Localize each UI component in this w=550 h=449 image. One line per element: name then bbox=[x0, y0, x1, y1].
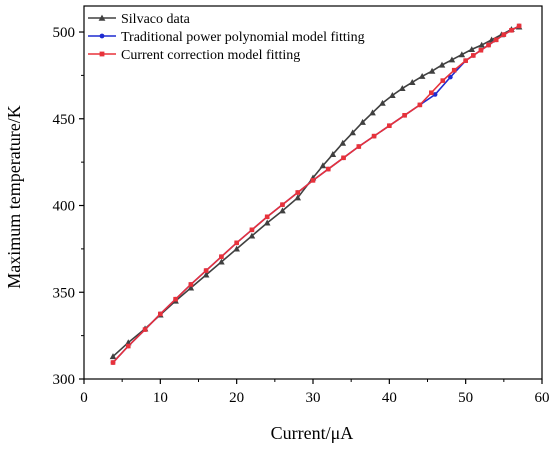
y-tick-label: 450 bbox=[53, 112, 76, 128]
circle-marker bbox=[432, 92, 438, 97]
square-marker bbox=[387, 123, 392, 129]
triangle-marker bbox=[98, 14, 106, 21]
square-marker bbox=[451, 67, 457, 73]
square-marker bbox=[471, 53, 476, 58]
triangle-marker bbox=[438, 61, 446, 68]
square-marker bbox=[486, 42, 491, 48]
square-marker bbox=[249, 227, 255, 233]
square-marker bbox=[493, 37, 499, 43]
x-axis: 0 10 20 30 40 50 60 bbox=[80, 379, 550, 406]
series-0 bbox=[109, 23, 523, 360]
triangle-marker bbox=[399, 85, 406, 92]
circle-marker bbox=[448, 74, 453, 80]
x-axis-title: Current/μA bbox=[271, 423, 354, 443]
y-axis: 300 350 400 450 500 bbox=[53, 25, 84, 388]
triangle-marker bbox=[408, 79, 416, 85]
legend-label: Current correction model fitting bbox=[121, 48, 300, 63]
square-marker bbox=[463, 58, 468, 63]
square-marker bbox=[142, 327, 148, 332]
square-marker bbox=[341, 155, 346, 161]
square-marker bbox=[356, 144, 362, 149]
triangle-marker bbox=[329, 151, 337, 157]
legend-item: Traditional power polynomial model fitti… bbox=[88, 30, 365, 45]
triangle-marker bbox=[294, 194, 302, 201]
legend-item: Silvaco data bbox=[88, 12, 191, 27]
triangle-marker bbox=[359, 118, 366, 125]
x-tick-label: 10 bbox=[153, 390, 168, 406]
x-tick-label: 30 bbox=[306, 390, 321, 406]
triangle-marker bbox=[478, 41, 485, 48]
y-tick-label: 500 bbox=[53, 25, 76, 41]
square-marker bbox=[264, 214, 270, 220]
series-line bbox=[112, 26, 520, 358]
triangle-marker bbox=[448, 56, 456, 63]
legend: Silvaco data Traditional power polynomial… bbox=[88, 12, 365, 63]
triangle-marker bbox=[339, 139, 347, 146]
series-layer bbox=[109, 23, 523, 365]
square-marker bbox=[280, 202, 285, 207]
square-marker bbox=[110, 360, 116, 365]
square-marker bbox=[234, 240, 239, 246]
triangle-marker bbox=[379, 99, 386, 106]
y-tick-label: 400 bbox=[53, 199, 76, 215]
triangle-marker bbox=[248, 232, 256, 239]
square-marker bbox=[516, 23, 522, 29]
triangle-marker bbox=[458, 51, 466, 58]
square-marker bbox=[310, 178, 316, 183]
triangle-marker bbox=[349, 129, 356, 136]
square-marker bbox=[478, 47, 484, 53]
series-2 bbox=[110, 23, 522, 365]
triangle-marker bbox=[187, 284, 195, 291]
triangle-marker bbox=[109, 353, 117, 360]
square-marker bbox=[402, 112, 407, 118]
triangle-marker bbox=[369, 109, 376, 116]
square-marker bbox=[158, 311, 163, 317]
triangle-marker bbox=[263, 219, 271, 226]
square-marker bbox=[417, 102, 423, 108]
x-tick-label: 50 bbox=[458, 390, 473, 406]
triangle-marker bbox=[233, 245, 240, 252]
y-axis-title: Maximum temperature/K bbox=[4, 105, 24, 288]
x-tick-label: 60 bbox=[535, 390, 550, 406]
square-marker bbox=[440, 78, 446, 83]
square-marker bbox=[99, 51, 105, 57]
y-tick-label: 300 bbox=[53, 372, 76, 388]
square-marker bbox=[509, 27, 514, 33]
series-line bbox=[112, 25, 520, 364]
legend-label: Silvaco data bbox=[121, 12, 191, 27]
triangle-marker bbox=[389, 92, 396, 98]
triangle-marker bbox=[428, 67, 436, 74]
circle-marker bbox=[99, 33, 105, 39]
square-marker bbox=[325, 166, 331, 172]
y-tick-label: 350 bbox=[53, 285, 76, 301]
square-marker bbox=[219, 254, 224, 259]
square-marker bbox=[173, 296, 178, 302]
square-marker bbox=[295, 190, 301, 195]
legend-item: Current correction model fitting bbox=[88, 48, 300, 63]
x-tick-label: 40 bbox=[382, 390, 397, 406]
square-marker bbox=[501, 32, 507, 37]
square-marker bbox=[203, 268, 209, 273]
square-marker bbox=[125, 343, 131, 349]
series-line bbox=[112, 25, 520, 364]
triangle-marker bbox=[319, 162, 327, 169]
square-marker bbox=[429, 90, 434, 96]
triangle-marker bbox=[202, 271, 210, 278]
x-tick-label: 20 bbox=[229, 390, 244, 406]
x-tick-label: 0 bbox=[80, 390, 88, 406]
triangle-marker bbox=[218, 258, 225, 265]
square-marker bbox=[188, 282, 194, 287]
triangle-marker bbox=[279, 207, 286, 214]
series-1 bbox=[110, 23, 522, 365]
triangle-marker bbox=[418, 72, 426, 79]
legend-label: Traditional power polynomial model fitti… bbox=[121, 30, 365, 45]
square-marker bbox=[371, 133, 377, 139]
triangle-marker bbox=[468, 46, 476, 53]
